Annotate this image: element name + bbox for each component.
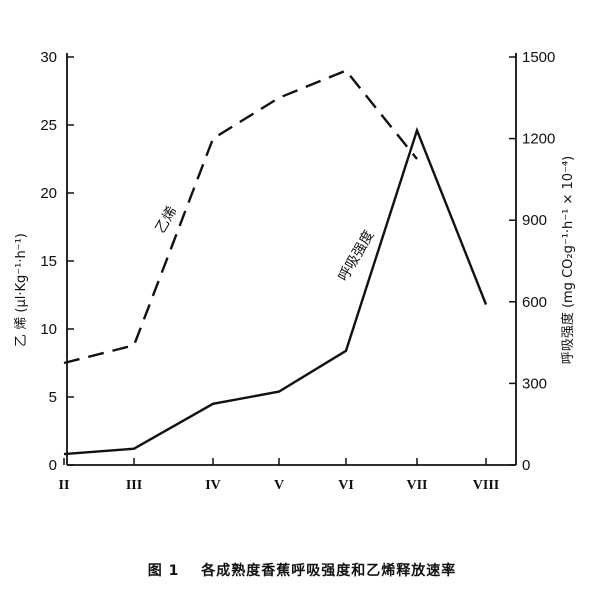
left-tick-label: 0	[49, 457, 57, 474]
right-axis-label: 呼吸强度 (mg CO₂g⁻¹·h⁻¹ × 10⁻⁴)	[560, 156, 576, 364]
left-tick-label: 10	[40, 321, 57, 338]
series-label-ethylene: 乙烯	[153, 204, 181, 236]
figure-number: 图 1	[147, 563, 180, 579]
right-tick-label: 600	[522, 294, 547, 311]
respiration-line	[63, 126, 488, 456]
right-axis-ticks: 0 300 600 900 1200 1500	[509, 49, 555, 474]
left-tick-label: 25	[40, 117, 57, 134]
x-tick-label: IV	[205, 478, 221, 493]
right-tick-label: 0	[522, 457, 530, 474]
left-tick-label: 5	[49, 389, 57, 406]
figure-caption: 图 1 各成熟度香蕉呼吸强度和乙烯释放速率	[0, 560, 604, 580]
axes	[66, 53, 517, 466]
left-tick-label: 15	[40, 253, 57, 270]
left-tick-label: 20	[40, 185, 57, 202]
figure-title: 各成熟度香蕉呼吸强度和乙烯释放速率	[201, 563, 457, 579]
x-tick-label: V	[274, 478, 284, 493]
x-tick-label: III	[126, 478, 142, 493]
right-tick-label: 1500	[522, 49, 555, 66]
right-tick-label: 900	[522, 212, 547, 229]
x-tick-label: VIII	[473, 478, 499, 493]
x-axis-ticks: II III IV V VI VII VIII	[59, 458, 499, 493]
series	[63, 69, 488, 456]
right-tick-label: 1200	[522, 131, 555, 148]
ethylene-line	[63, 69, 418, 365]
left-axis-ticks: 0 5 10 15 20 25 30	[40, 49, 74, 474]
x-tick-label: VII	[406, 478, 427, 493]
left-tick-label: 30	[40, 49, 57, 66]
right-tick-label: 300	[522, 375, 547, 392]
x-tick-label: II	[59, 478, 70, 493]
x-tick-label: VI	[338, 478, 354, 493]
left-axis-label: 乙 烯 (μl·Kg⁻¹·h⁻¹)	[14, 233, 29, 347]
